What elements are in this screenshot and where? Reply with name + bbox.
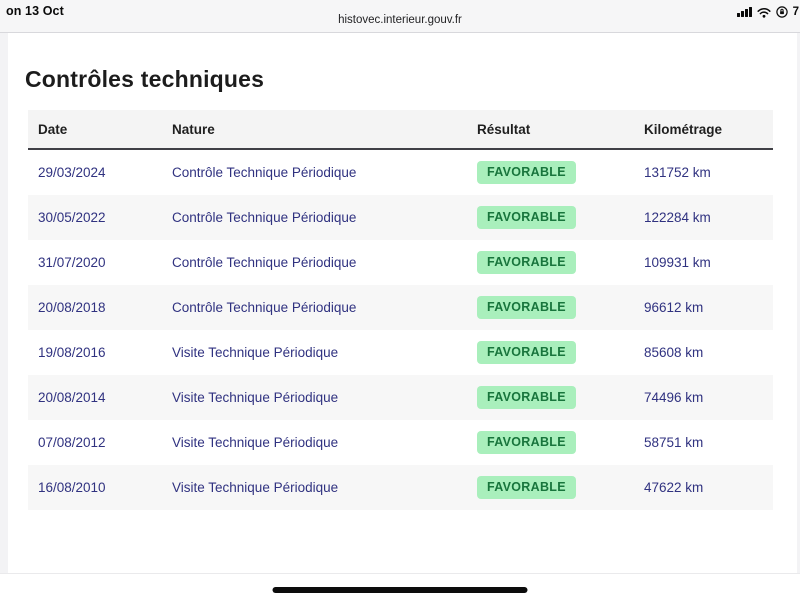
cell-kilometrage: 58751 km: [644, 435, 704, 450]
status-badge: FAVORABLE: [477, 431, 576, 454]
cell-kilometrage: 74496 km: [644, 390, 704, 405]
table-body: 29/03/2024 Contrôle Technique Périodique…: [28, 150, 773, 510]
cell-kilometrage: 47622 km: [644, 480, 704, 495]
cell-resultat: FAVORABLE: [477, 431, 644, 454]
cell-nature: Visite Technique Périodique: [172, 345, 339, 360]
cell-date: 31/07/2020: [38, 255, 106, 270]
bottom-bar: [0, 573, 800, 600]
cell-date: 20/08/2018: [38, 300, 106, 315]
cell-kilometrage: 109931 km: [644, 255, 711, 270]
page-content: Contrôles techniques Date Nature Résulta…: [8, 33, 797, 573]
status-badge: FAVORABLE: [477, 206, 576, 229]
column-header-nature: Nature: [172, 121, 215, 137]
cell-kilometrage: 96612 km: [644, 300, 704, 315]
status-icons: 7: [737, 5, 799, 19]
column-header-date: Date: [38, 121, 68, 137]
status-badge: FAVORABLE: [477, 476, 576, 499]
cell-nature: Contrôle Technique Périodique: [172, 165, 357, 180]
cell-resultat: FAVORABLE: [477, 476, 644, 499]
cell-nature: Contrôle Technique Périodique: [172, 210, 357, 225]
cell-nature: Contrôle Technique Périodique: [172, 255, 357, 270]
cell-date: 29/03/2024: [38, 165, 106, 180]
cell-nature: Visite Technique Périodique: [172, 390, 339, 405]
cell-kilometrage: 85608 km: [644, 345, 704, 360]
cell-resultat: FAVORABLE: [477, 161, 644, 184]
column-header-kilometrage: Kilométrage: [644, 121, 723, 137]
rotation-lock-icon: [775, 6, 788, 18]
table-row: 20/08/2014 Visite Technique Périodique F…: [28, 375, 773, 420]
table-row: 30/05/2022 Contrôle Technique Périodique…: [28, 195, 773, 240]
cell-date: 07/08/2012: [38, 435, 106, 450]
home-indicator[interactable]: [272, 587, 528, 593]
status-bar: on 13 Oct histovec.interieur.gouv.fr 7: [0, 0, 800, 33]
table-row: 31/07/2020 Contrôle Technique Périodique…: [28, 240, 773, 285]
table-row: 07/08/2012 Visite Technique Périodique F…: [28, 420, 773, 465]
cell-resultat: FAVORABLE: [477, 206, 644, 229]
cell-nature: Contrôle Technique Périodique: [172, 300, 357, 315]
cell-date: 19/08/2016: [38, 345, 106, 360]
status-badge: FAVORABLE: [477, 251, 576, 274]
status-badge: FAVORABLE: [477, 341, 576, 364]
status-badge: FAVORABLE: [477, 161, 576, 184]
cell-date: 30/05/2022: [38, 210, 106, 225]
table-row: 19/08/2016 Visite Technique Périodique F…: [28, 330, 773, 375]
cell-resultat: FAVORABLE: [477, 341, 644, 364]
cell-nature: Visite Technique Périodique: [172, 435, 339, 450]
controls-table: Date Nature Résultat Kilométrage 29/03/2…: [28, 110, 773, 510]
page-title: Contrôles techniques: [25, 66, 265, 92]
cell-resultat: FAVORABLE: [477, 296, 644, 319]
url-bar[interactable]: histovec.interieur.gouv.fr: [338, 14, 462, 26]
status-badge: FAVORABLE: [477, 296, 576, 319]
table-row: 29/03/2024 Contrôle Technique Périodique…: [28, 150, 773, 195]
cell-kilometrage: 122284 km: [644, 210, 711, 225]
wifi-icon: [757, 7, 771, 18]
table-row: 20/08/2018 Contrôle Technique Périodique…: [28, 285, 773, 330]
status-badge: FAVORABLE: [477, 386, 576, 409]
cell-date: 20/08/2014: [38, 390, 106, 405]
cell-date: 16/08/2010: [38, 480, 106, 495]
column-header-resultat: Résultat: [477, 121, 531, 137]
cell-nature: Visite Technique Périodique: [172, 480, 339, 495]
status-date: on 13 Oct: [6, 4, 64, 18]
table-row: 16/08/2010 Visite Technique Périodique F…: [28, 465, 773, 510]
cellular-signal-icon: [737, 7, 752, 17]
battery-percent: 7: [792, 6, 799, 18]
cell-resultat: FAVORABLE: [477, 251, 644, 274]
table-header-row: Date Nature Résultat Kilométrage: [28, 110, 773, 150]
cell-kilometrage: 131752 km: [644, 165, 711, 180]
cell-resultat: FAVORABLE: [477, 386, 644, 409]
